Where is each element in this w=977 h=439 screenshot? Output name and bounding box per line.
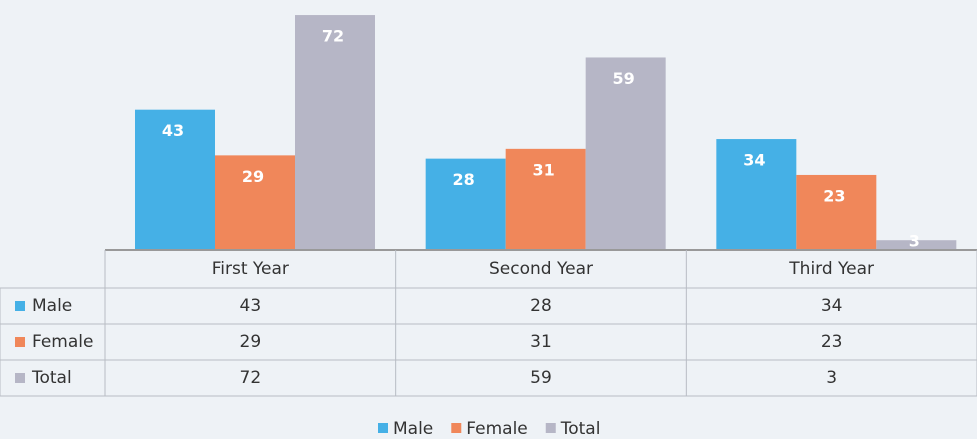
data-label: 23 [823,186,845,205]
data-label: 72 [322,27,344,46]
data-label: 34 [743,151,765,170]
legend-key [451,423,462,433]
legend-key [545,423,556,433]
bar [585,57,666,251]
table-cell: 3 [826,368,837,388]
x-tick-label: First Year [212,259,289,279]
x-tick-label: Second Year [489,259,593,279]
bar [295,15,375,251]
data-label: 29 [242,167,264,186]
table-cell: 31 [530,332,552,352]
data-label: 31 [533,160,555,179]
x-tick-label: Third Year [788,259,874,279]
bar [876,240,957,250]
data-label: 59 [613,69,635,88]
bar [215,155,295,250]
data-label: 43 [162,121,184,140]
legend-key [378,423,388,433]
bar [796,174,877,250]
row-label: Male [32,296,72,316]
bar [135,109,215,251]
table-cell: 72 [240,368,262,388]
table-cell: 34 [821,296,843,316]
row-label: Female [32,332,93,352]
table-cell: 23 [821,332,843,352]
table-cell: 43 [240,296,262,316]
row-label: Total [31,368,72,388]
bar [425,158,506,250]
data-label: 3 [909,232,920,251]
legend-key [15,301,25,311]
legend-label: Male [393,419,433,439]
legend-label: Female [466,419,527,439]
legend-key [15,337,25,347]
table-cell: 28 [530,296,552,316]
bar [716,139,797,250]
table-cell: 59 [530,368,552,388]
table-cell: 29 [240,332,262,352]
legend-key [15,373,25,383]
data-label: 28 [453,170,475,189]
bar [505,148,586,250]
legend-label: Total [560,419,601,439]
